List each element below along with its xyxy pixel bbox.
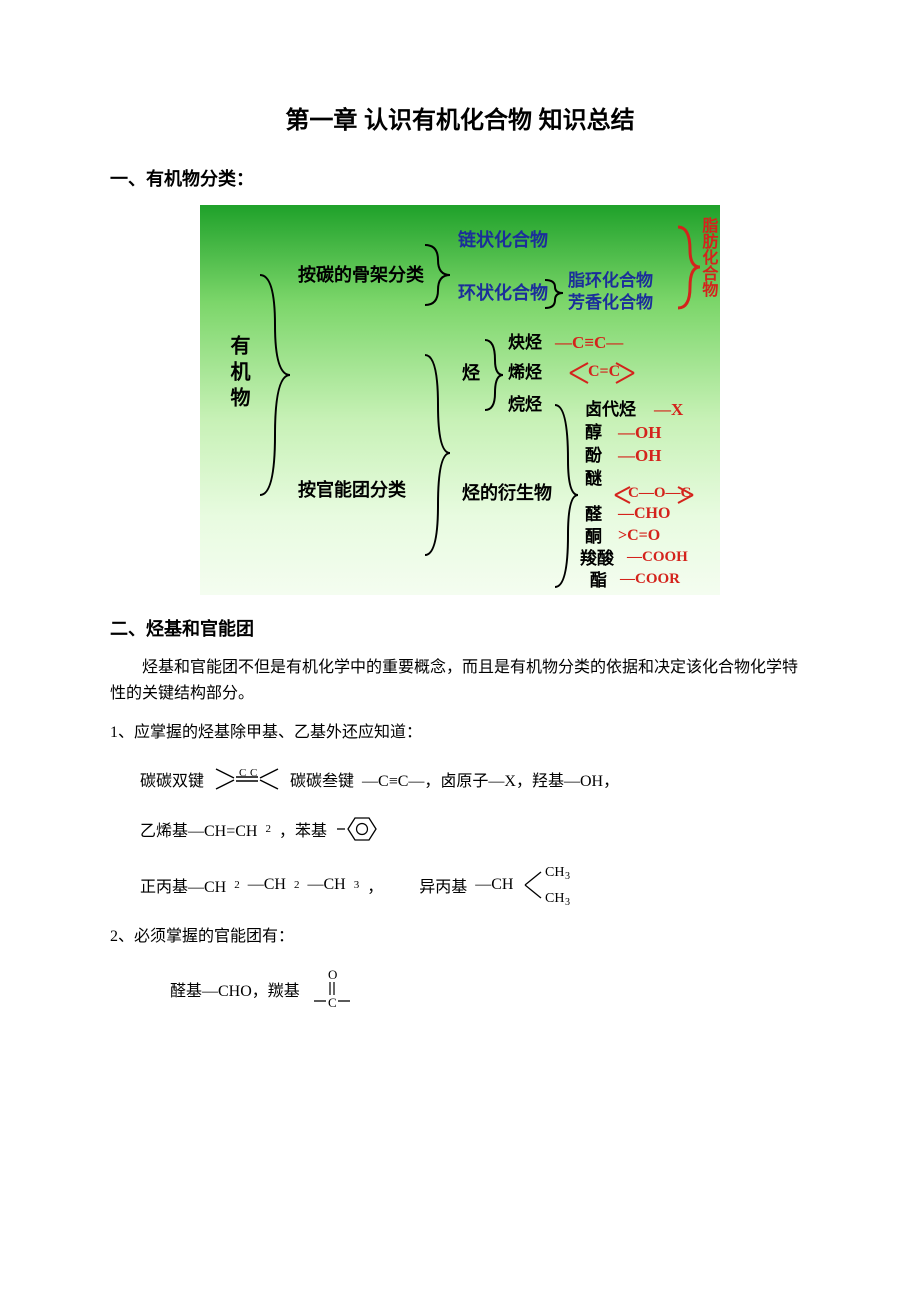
ester-f: —COOR bbox=[620, 571, 680, 588]
svg-text:3: 3 bbox=[565, 871, 570, 882]
ester: 酯 bbox=[590, 571, 607, 591]
phenol: 酚 bbox=[585, 446, 602, 466]
svg-text:O: O bbox=[328, 967, 337, 982]
halo-f: —X bbox=[654, 400, 683, 420]
svg-text:3: 3 bbox=[565, 897, 570, 906]
root-label: 有机物 bbox=[226, 335, 249, 413]
acid-f: —COOH bbox=[627, 549, 688, 566]
classification-diagram: 有机物 按碳的骨架分类 按官能团分类 链状化合物 环状化合物 脂环化合物 芳香化… bbox=[200, 205, 720, 595]
branch-b: 按官能团分类 bbox=[298, 480, 406, 501]
comma: ， bbox=[367, 873, 383, 897]
chain: 链状化合物 bbox=[458, 230, 548, 251]
carbonyl-icon: O C bbox=[308, 967, 358, 1011]
phenyl-icon bbox=[335, 812, 377, 846]
diagram-container: 有机物 按碳的骨架分类 按官能团分类 链状化合物 环状化合物 脂环化合物 芳香化… bbox=[110, 205, 810, 595]
svg-text:CH: CH bbox=[545, 865, 564, 880]
ketone-f: >C=O bbox=[618, 527, 660, 545]
ketone: 酮 bbox=[585, 527, 602, 547]
dbl-bond-icon: C C bbox=[212, 764, 282, 794]
npropyl-label: 正丙基—CH bbox=[140, 873, 226, 897]
section1-heading: 一、有机物分类： bbox=[110, 165, 810, 191]
ipropyl-label: 异丙基 bbox=[419, 873, 467, 897]
vinyl-sub: 2 bbox=[265, 823, 271, 835]
point2-text: 2、必须掌握的官能团有： bbox=[110, 924, 810, 950]
triple-bond-label: 碳碳叁键 bbox=[290, 767, 354, 791]
vinyl-label: 乙烯基—CH=CH bbox=[140, 817, 257, 841]
ether: 醚 bbox=[585, 469, 602, 489]
dbl-bond-label: 碳碳双键 bbox=[140, 767, 204, 791]
phenyl-label: ，苯基 bbox=[279, 817, 327, 841]
section2-para: 烃基和官能团不但是有机化学中的重要概念，而且是有机物分类的依据和决定该化合物化学… bbox=[110, 655, 810, 706]
deriv: 烃的衍生物 bbox=[462, 483, 552, 504]
alkene: 烯烃 bbox=[508, 363, 542, 383]
formula-line1: 碳碳双键 C C 碳碳叁键 —C≡C—，卤原子—X，羟基—OH， bbox=[140, 764, 810, 794]
formula-line2: 乙烯基—CH=CH 2 ，苯基 bbox=[140, 812, 810, 846]
alkene-f: C=C bbox=[588, 363, 620, 381]
branch-a: 按碳的骨架分类 bbox=[298, 265, 424, 286]
svg-text:C: C bbox=[250, 767, 257, 779]
alkane: 烷烃 bbox=[508, 395, 542, 415]
aromatic: 芳香化合物 bbox=[568, 293, 653, 313]
triple-bond-etc: —C≡C—，卤原子—X，羟基—OH， bbox=[362, 767, 619, 791]
ipropyl-ch: —CH bbox=[475, 876, 513, 894]
formula-line4: 醛基—CHO，羰基 O C bbox=[170, 967, 810, 1011]
alcohol-f: —OH bbox=[618, 423, 661, 443]
aliphatic-right: 脂肪化合物 bbox=[698, 217, 716, 297]
alkyne: 炔烃 bbox=[508, 333, 542, 353]
formula-line3: 正丙基—CH2 —CH2 —CH3 ， 异丙基 —CH CH3 CH3 bbox=[140, 864, 810, 906]
svg-text:C: C bbox=[328, 995, 337, 1010]
cyclic: 环状化合物 bbox=[458, 283, 548, 304]
aldehyde: 醛 bbox=[585, 505, 602, 525]
ipropyl-icon: CH3 CH3 bbox=[521, 864, 591, 906]
svg-text:C: C bbox=[239, 767, 246, 779]
phenol-f: —OH bbox=[618, 446, 661, 466]
ether-f: C—O—C bbox=[628, 485, 691, 502]
hydrocarbon: 烃 bbox=[462, 363, 480, 384]
ali-cyclic: 脂环化合物 bbox=[568, 271, 653, 291]
acid: 羧酸 bbox=[580, 549, 614, 569]
alkyne-f: —C≡C— bbox=[555, 333, 623, 353]
section2-heading: 二、烃基和官能团 bbox=[110, 615, 810, 641]
alcohol: 醇 bbox=[585, 423, 602, 443]
point1-text: 1、应掌握的烃基除甲基、乙基外还应知道： bbox=[110, 720, 810, 746]
page-title: 第一章 认识有机化合物 知识总结 bbox=[110, 100, 810, 135]
npropyl-c: —CH bbox=[307, 876, 345, 894]
halo: 卤代烃 bbox=[585, 400, 636, 420]
aldehyde-f: —CHO bbox=[618, 505, 670, 523]
aldehyde-carbonyl: 醛基—CHO，羰基 bbox=[170, 977, 300, 1001]
npropyl-b: —CH bbox=[248, 876, 286, 894]
svg-text:CH: CH bbox=[545, 891, 564, 906]
